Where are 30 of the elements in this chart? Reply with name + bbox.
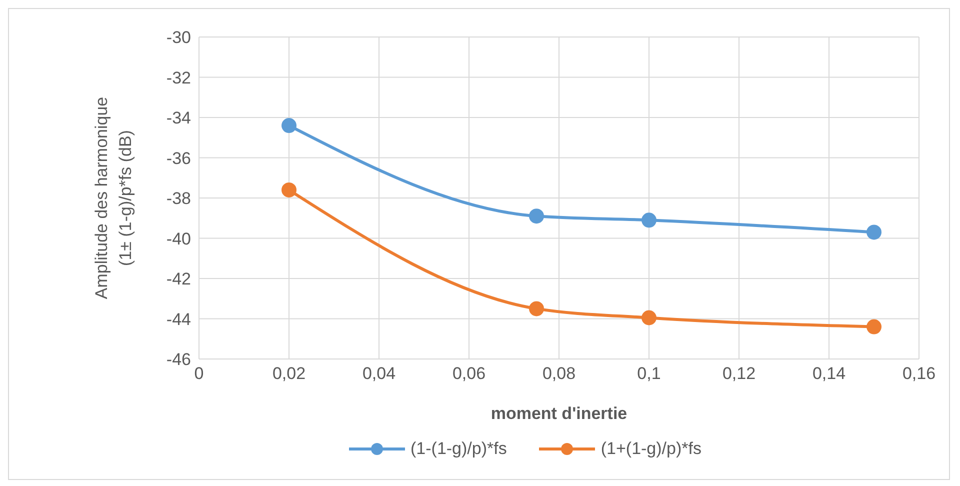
point xyxy=(282,118,296,134)
x-tick-label: 0,02 xyxy=(272,364,306,384)
point xyxy=(642,310,656,326)
y-tick-label: -32 xyxy=(166,68,191,88)
y-tick-label: -36 xyxy=(166,148,191,168)
x-tick-label: 0,14 xyxy=(812,364,846,384)
x-tick-label: 0,12 xyxy=(722,364,756,384)
y-tick-label: -44 xyxy=(166,310,191,329)
x-tick-label: 0,06 xyxy=(452,364,486,384)
x-axis-title: moment d'inertie xyxy=(490,404,628,423)
point xyxy=(866,319,882,334)
x-tick-label: 0,16 xyxy=(902,364,936,384)
x-tick-label: 0,04 xyxy=(362,364,396,384)
point xyxy=(529,208,544,224)
point xyxy=(866,224,882,240)
y-tick-label: -42 xyxy=(166,270,191,289)
y-tick-label: -30 xyxy=(166,28,191,48)
y-axis-title: Amplitude des harmonique (1± (1-g)/p*fs (dB) xyxy=(92,96,135,300)
legend-label: (1-(1-g)/p)*fs xyxy=(410,439,507,459)
point xyxy=(529,301,544,316)
x-tick-label: 0,08 xyxy=(542,364,576,384)
point xyxy=(642,212,656,228)
y-tick-label: -40 xyxy=(166,229,191,248)
y-tick-label: -46 xyxy=(166,350,191,370)
x-tick-label: 0,1 xyxy=(637,364,661,384)
x-tick-label: 0 xyxy=(194,364,204,384)
y-tick-label: -38 xyxy=(166,189,191,208)
y-tick-label: -34 xyxy=(166,108,191,128)
point xyxy=(282,182,296,198)
legend-label: (1+(1-g)/p)*fs xyxy=(600,439,702,459)
